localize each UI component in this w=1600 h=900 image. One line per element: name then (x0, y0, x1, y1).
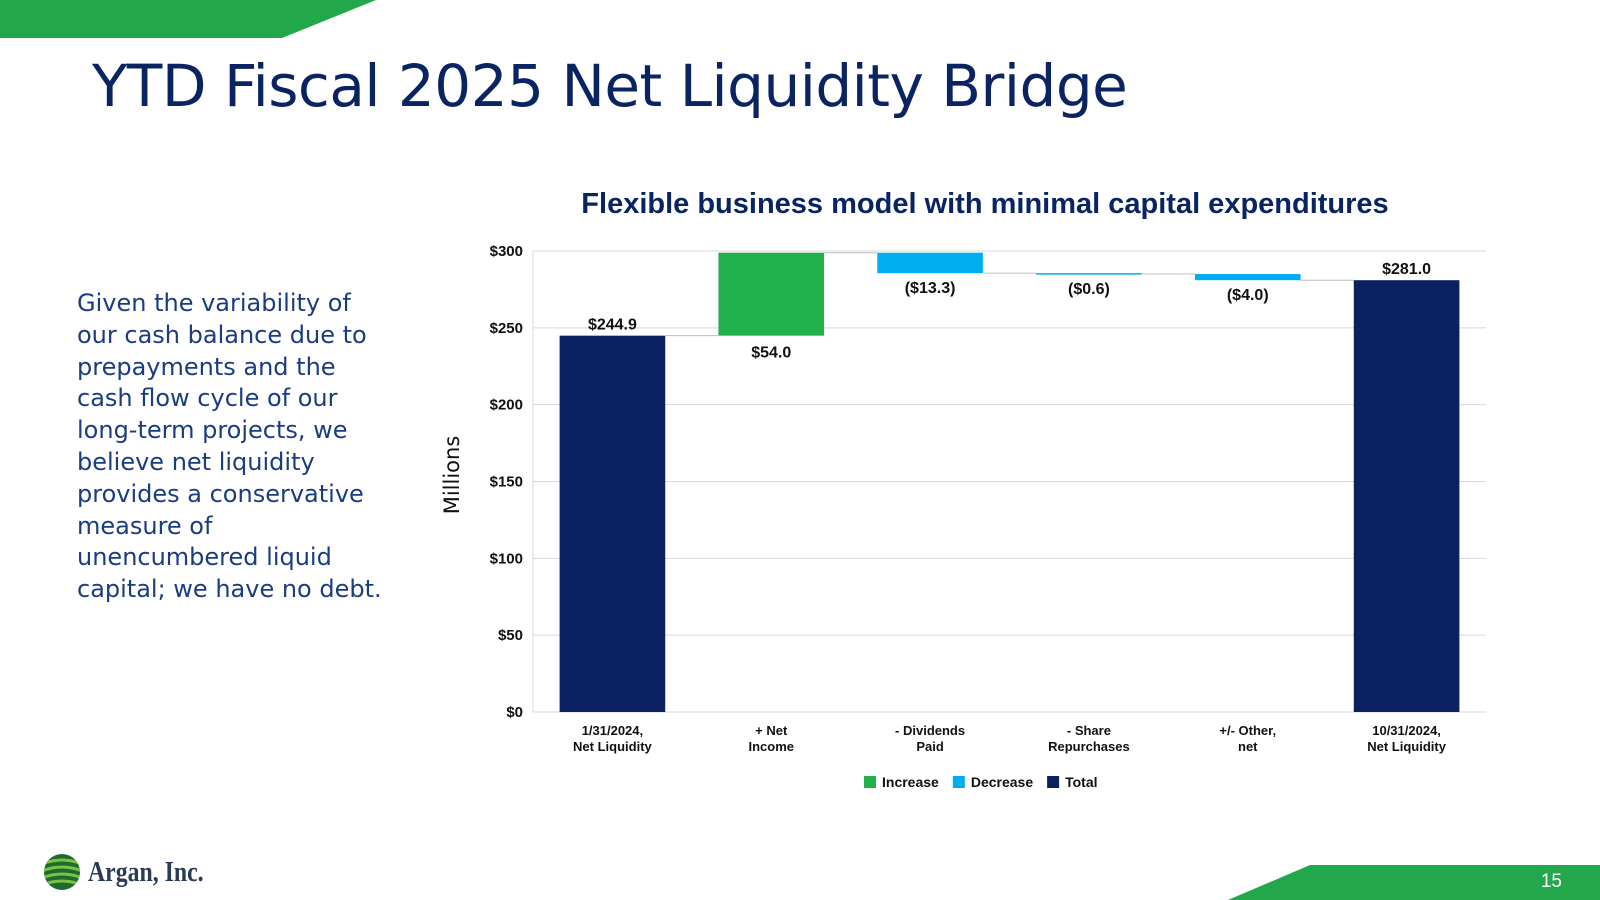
legend-swatch-decrease (952, 776, 965, 788)
bar-increase (718, 252, 825, 336)
x-category-label: +/- Other, net (1219, 723, 1276, 754)
x-category-label: - Share Repurchases (1048, 723, 1130, 754)
y-tick-label: $200 (490, 397, 523, 414)
legend: Increase Decrease Total (864, 774, 1098, 790)
data-label: ($0.6) (1068, 281, 1110, 298)
bar-decrease (1194, 274, 1301, 281)
bar-decrease (877, 252, 983, 274)
globe-logo-icon (44, 854, 80, 890)
y-tick-label: $150 (490, 474, 523, 491)
y-tick-label: $0 (506, 704, 523, 721)
legend-label: Decrease (971, 774, 1033, 790)
logo-text: Argan, Inc. (88, 855, 204, 888)
y-tick-label: $300 (490, 243, 523, 260)
bar-total (559, 335, 666, 712)
chart-title: Flexible business model with minimal cap… (581, 188, 1388, 220)
x-category-label: + Net Income (748, 723, 794, 754)
page-title: YTD Fiscal 2025 Net Liquidity Bridge (92, 52, 1128, 120)
legend-swatch-total (1047, 776, 1060, 788)
connector-lines (665, 252, 1354, 337)
grid-lines (532, 250, 1486, 713)
bar-decrease (1036, 273, 1142, 275)
legend-swatch-increase (864, 776, 876, 788)
data-labels: $244.9 $54.0 ($13.3) ($0.6) ($4.0) $281.0 (588, 261, 1431, 361)
y-tick-label: $50 (498, 627, 523, 644)
bottom-green-banner (1228, 865, 1600, 900)
bars (559, 252, 1460, 712)
bar-total (1353, 280, 1460, 712)
data-label: ($13.3) (905, 280, 956, 297)
page-number: 15 (1540, 871, 1562, 892)
top-green-banner (0, 0, 376, 38)
company-logo: Argan, Inc. (42, 850, 229, 894)
y-axis-ticks: $0 $50 $100 $150 $200 $250 $300 (490, 243, 523, 721)
data-label: $281.0 (1382, 261, 1431, 278)
x-category-label: 10/31/2024, Net Liquidity (1367, 723, 1446, 754)
legend-label: Increase (882, 774, 939, 790)
y-tick-label: $250 (490, 320, 523, 337)
x-category-label: 1/31/2024, Net Liquidity (573, 723, 652, 754)
data-label: $54.0 (751, 345, 791, 362)
body-text: Given the variability of our cash balanc… (77, 289, 382, 604)
y-tick-label: $100 (490, 550, 523, 567)
data-label: $244.9 (588, 317, 637, 334)
legend-label: Total (1065, 774, 1097, 790)
data-label: ($4.0) (1227, 287, 1269, 304)
x-category-label: - Dividends Paid (895, 723, 965, 754)
x-axis-labels: 1/31/2024, Net Liquidity + Net Income - Divi… (573, 723, 1447, 754)
y-axis-title: Millions (440, 436, 464, 515)
